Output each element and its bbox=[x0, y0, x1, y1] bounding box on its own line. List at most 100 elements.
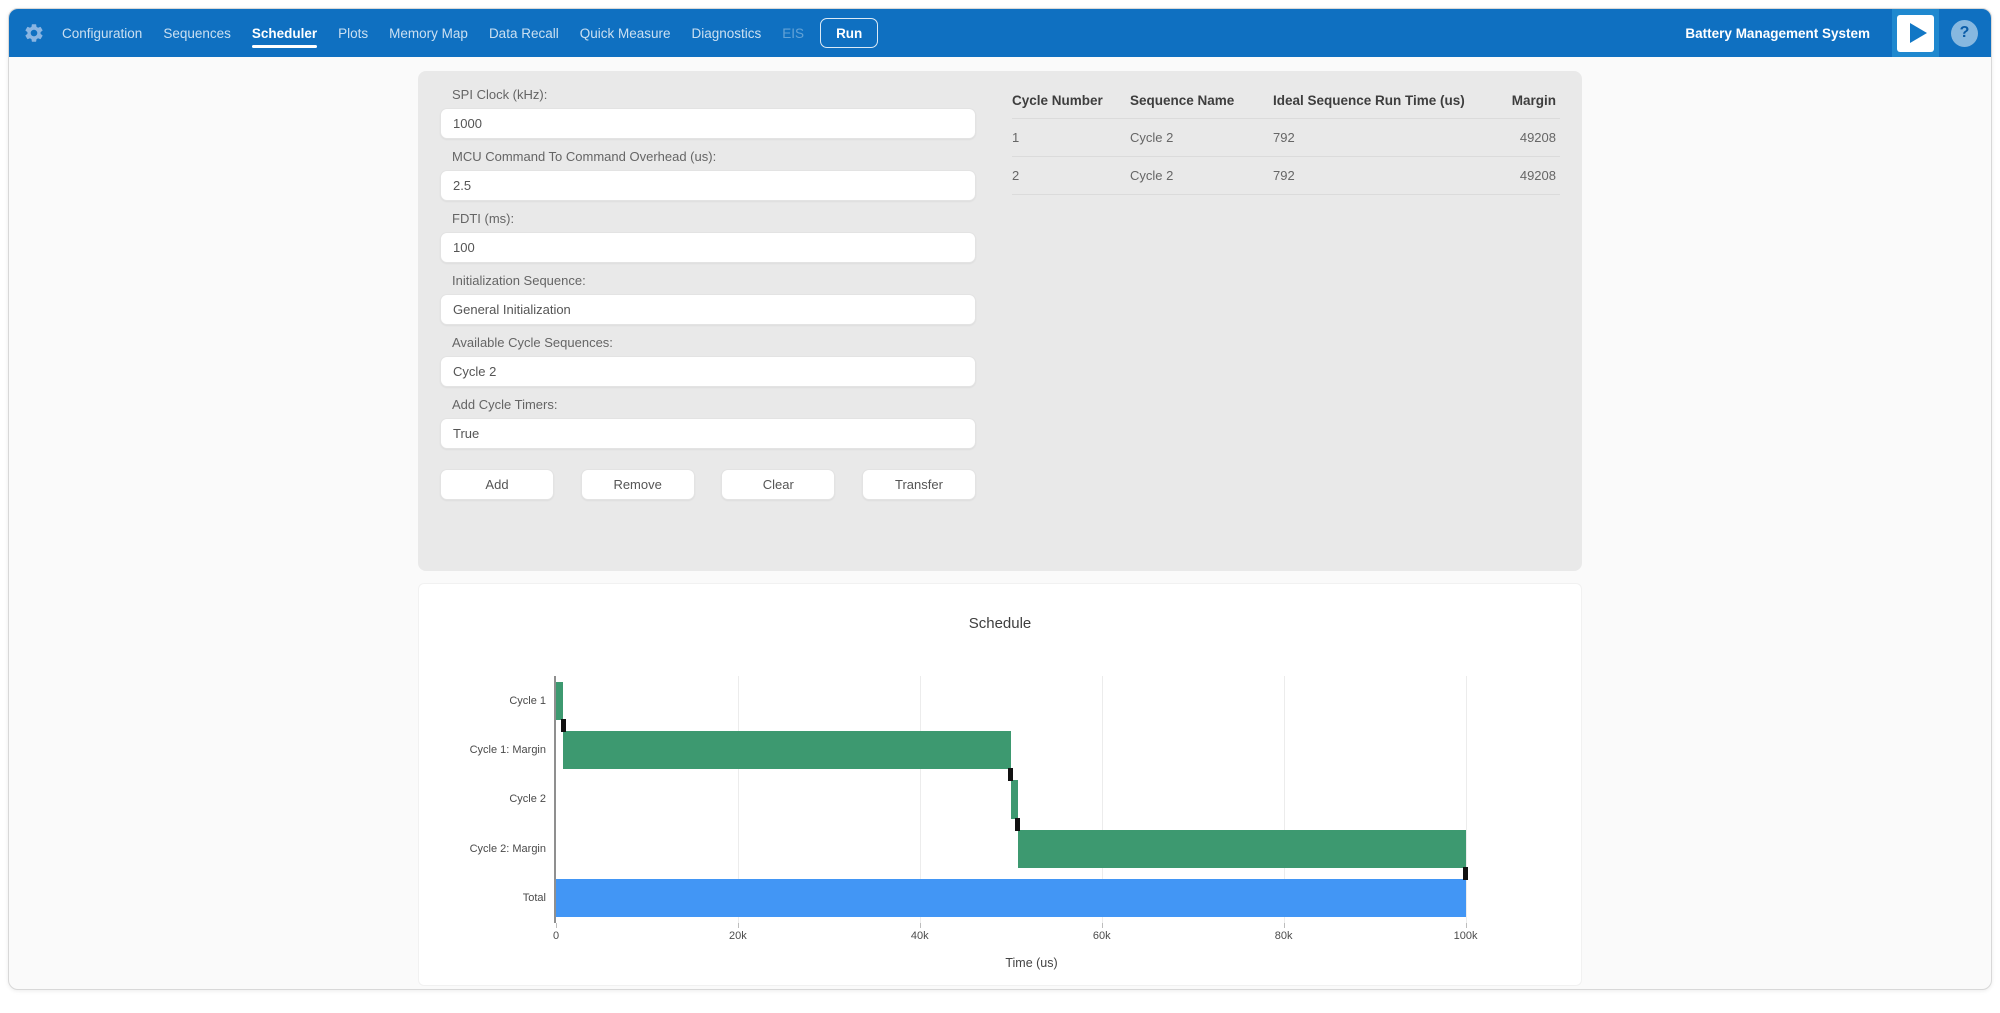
table-row[interactable]: 1 Cycle 2 792 49208 bbox=[1012, 118, 1560, 157]
cycle-timers-input[interactable] bbox=[440, 418, 976, 449]
x-axis-title: Time (us) bbox=[1005, 956, 1058, 970]
schedule-chart-card: Schedule Cycle 1 Cycle 1: Margin Cycle 2 Cy… bbox=[418, 583, 1582, 986]
gridline bbox=[919, 676, 921, 923]
x-axis-tick-label: 80k bbox=[1274, 930, 1293, 942]
cell-sequence-name: Cycle 2 bbox=[1130, 118, 1273, 157]
gantt-boundary-marker bbox=[1008, 768, 1014, 782]
fdti-field: FDTI (ms): bbox=[440, 211, 976, 263]
gantt-row-label: Cycle 1: Margin bbox=[469, 744, 546, 757]
tab-data-recall[interactable]: Data Recall bbox=[488, 25, 559, 41]
cycle-sequences-input[interactable] bbox=[440, 356, 976, 387]
gantt-plot: 0 20k 40k 60k 80k 100k bbox=[553, 676, 1511, 942]
add-button[interactable]: Add bbox=[440, 469, 554, 500]
x-axis-tick bbox=[737, 923, 739, 928]
gantt-boundary-marker bbox=[560, 718, 566, 732]
gantt-bar-cycle-1 bbox=[556, 681, 564, 720]
cycle-sequences-label: Available Cycle Sequences: bbox=[452, 335, 613, 350]
cycle-timers-label: Add Cycle Timers: bbox=[452, 397, 558, 412]
gantt-bar-cycle-2 bbox=[1010, 780, 1018, 819]
play-triangle-icon bbox=[1909, 23, 1927, 43]
spi-clock-input[interactable] bbox=[440, 108, 976, 139]
table-row[interactable]: 2 Cycle 2 792 49208 bbox=[1012, 156, 1560, 195]
gridline bbox=[1465, 676, 1467, 923]
tab-quick-measure[interactable]: Quick Measure bbox=[579, 25, 671, 41]
gridline bbox=[1101, 676, 1103, 923]
tab-sequences[interactable]: Sequences bbox=[163, 25, 231, 41]
mcu-overhead-label: MCU Command To Command Overhead (us): bbox=[452, 149, 717, 164]
cell-sequence-name: Cycle 2 bbox=[1130, 156, 1273, 195]
cell-ideal-run-time: 792 bbox=[1273, 156, 1498, 195]
x-axis-tick bbox=[1283, 923, 1285, 928]
x-axis-tick bbox=[919, 923, 921, 928]
mcu-overhead-field: MCU Command To Command Overhead (us): bbox=[440, 149, 976, 201]
gridline bbox=[1283, 676, 1285, 923]
nav-tabs: Configuration Sequences Scheduler Plots … bbox=[62, 25, 805, 48]
gantt-row-label: Cycle 2 bbox=[509, 793, 546, 806]
x-axis-tick bbox=[1101, 923, 1103, 928]
transfer-button[interactable]: Transfer bbox=[861, 469, 976, 500]
cycles-table-container: Cycle Number Sequence Name Ideal Sequenc… bbox=[1012, 85, 1560, 557]
gantt-bar-cycle-1-margin bbox=[563, 731, 1011, 770]
table-header-row: Cycle Number Sequence Name Ideal Sequenc… bbox=[1012, 87, 1560, 119]
x-axis-tick-label: 100k bbox=[1453, 930, 1478, 942]
remove-button[interactable]: Remove bbox=[580, 469, 695, 500]
app-window: Configuration Sequences Scheduler Plots … bbox=[8, 8, 1992, 990]
x-axis-tick-label: 40k bbox=[910, 930, 929, 942]
tab-scheduler[interactable]: Scheduler bbox=[251, 25, 318, 48]
fdti-label: FDTI (ms): bbox=[452, 211, 515, 226]
tab-diagnostics[interactable]: Diagnostics bbox=[691, 25, 762, 41]
fdti-input[interactable] bbox=[440, 232, 976, 263]
col-sequence-name: Sequence Name bbox=[1130, 93, 1235, 108]
col-margin: Margin bbox=[1511, 93, 1556, 108]
action-buttons: Add Remove Clear Transfer bbox=[440, 469, 976, 500]
gantt-bar-cycle-2-margin bbox=[1017, 829, 1466, 868]
x-axis-tick bbox=[556, 923, 557, 928]
col-cycle-number: Cycle Number bbox=[1012, 93, 1103, 108]
gridline bbox=[737, 676, 739, 923]
gantt-y-axis-labels: Cycle 1 Cycle 1: Margin Cycle 2 Cycle 2: Ma… bbox=[419, 676, 550, 923]
settings-gear-icon[interactable] bbox=[23, 22, 45, 44]
app-title: Battery Management System bbox=[1685, 25, 1870, 41]
cycle-timers-field: Add Cycle Timers: bbox=[440, 397, 976, 449]
gantt-row-label: Total bbox=[522, 892, 546, 905]
gantt-boundary-marker bbox=[1015, 817, 1021, 831]
init-sequence-input[interactable] bbox=[440, 294, 976, 325]
gantt-bar-total bbox=[556, 879, 1466, 918]
x-axis-tick-label: 20k bbox=[729, 930, 747, 942]
x-axis-tick-label: 60k bbox=[1092, 930, 1111, 942]
cell-cycle-number: 2 bbox=[1012, 156, 1130, 195]
play-icon bbox=[1897, 14, 1934, 52]
col-ideal-run-time: Ideal Sequence Run Time (us) bbox=[1273, 93, 1465, 108]
cycles-table: Cycle Number Sequence Name Ideal Sequenc… bbox=[1012, 87, 1560, 195]
gantt-boundary-marker bbox=[1463, 867, 1469, 881]
main-content: SPI Clock (kHz): MCU Command To Command … bbox=[418, 71, 1582, 986]
top-navbar: Configuration Sequences Scheduler Plots … bbox=[9, 9, 1991, 57]
help-icon: ? bbox=[1959, 24, 1970, 41]
init-sequence-field: Initialization Sequence: bbox=[440, 273, 976, 325]
cycle-sequences-field: Available Cycle Sequences: bbox=[440, 335, 976, 387]
cell-margin: 49208 bbox=[1498, 156, 1560, 195]
scheduler-form: SPI Clock (kHz): MCU Command To Command … bbox=[440, 85, 976, 557]
x-axis-tick-label: 0 bbox=[552, 930, 560, 942]
mcu-overhead-input[interactable] bbox=[440, 170, 976, 201]
clear-button[interactable]: Clear bbox=[721, 469, 836, 500]
spi-clock-field: SPI Clock (kHz): bbox=[440, 87, 976, 139]
tab-eis: EIS bbox=[782, 25, 805, 41]
tab-configuration[interactable]: Configuration bbox=[62, 25, 143, 41]
cell-cycle-number: 1 bbox=[1012, 118, 1130, 157]
gantt-row-label: Cycle 2: Margin bbox=[469, 842, 546, 855]
scheduler-config-panel: SPI Clock (kHz): MCU Command To Command … bbox=[418, 71, 1582, 571]
tab-memory-map[interactable]: Memory Map bbox=[389, 25, 468, 41]
chart-title: Schedule bbox=[968, 615, 1032, 632]
x-axis-tick bbox=[1465, 923, 1467, 928]
gantt-row-label: Cycle 1 bbox=[509, 694, 546, 707]
cell-margin: 49208 bbox=[1498, 118, 1560, 157]
cell-ideal-run-time: 792 bbox=[1273, 118, 1498, 157]
tab-plots[interactable]: Plots bbox=[338, 25, 369, 41]
play-button[interactable] bbox=[1892, 9, 1939, 57]
run-button[interactable]: Run bbox=[820, 18, 879, 48]
help-button[interactable]: ? bbox=[1951, 19, 1978, 47]
init-sequence-label: Initialization Sequence: bbox=[452, 273, 586, 288]
spi-clock-label: SPI Clock (kHz): bbox=[452, 87, 548, 102]
